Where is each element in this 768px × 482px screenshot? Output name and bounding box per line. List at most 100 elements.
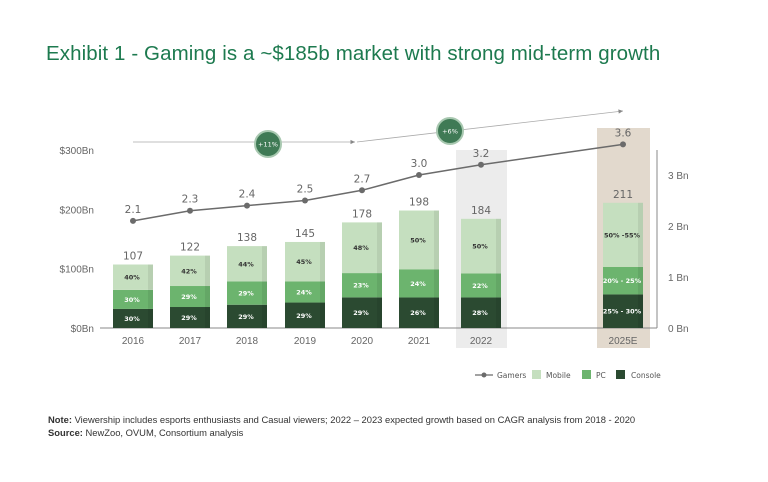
segment-label: 26% (410, 309, 426, 317)
left-axis-tick: $100Bn (60, 265, 94, 276)
bar-segment-pc (113, 289, 153, 309)
legend-gamers-marker-icon (481, 372, 487, 378)
gamers-point (244, 202, 250, 209)
bar-segment-mobile (342, 222, 382, 274)
note-label: Note: (48, 414, 72, 425)
bar-segment-pc (227, 281, 267, 305)
bar-segment-shade (638, 266, 643, 295)
growth-badge (436, 117, 464, 145)
segment-label: 29% (296, 312, 312, 320)
segment-label: 30% (124, 296, 140, 304)
segment-label: 29% (181, 314, 197, 322)
bar-segment-shade (205, 286, 210, 308)
segment-label: 45% (296, 258, 312, 266)
segment-label: 42% (181, 267, 197, 275)
bar-segment-shade (205, 307, 210, 328)
segment-label: 24% (296, 289, 312, 297)
bar-segment-shade (638, 294, 643, 328)
footnote: Note: Viewership includes esports enthus… (48, 413, 635, 439)
gamers-point (620, 141, 626, 148)
bar-segment-pc (342, 273, 382, 298)
arrowhead-icon (350, 139, 355, 145)
segment-label: 44% (238, 260, 254, 268)
bar-segment-shade (434, 210, 439, 270)
bar-total-label: 211 (613, 189, 633, 201)
left-axis-tick: $0Bn (71, 324, 94, 335)
source-text: NewZoo, OVUM, Consortium analysis (82, 427, 244, 438)
bar-segment-mobile (170, 255, 210, 287)
x-axis-tick: 2020 (351, 336, 374, 347)
bar-segment-shade (496, 218, 501, 274)
gamers-label: 2.3 (182, 194, 199, 206)
segment-label: 30% (124, 315, 140, 323)
bar-segment-mobile (603, 202, 643, 267)
gamers-label: 3.0 (411, 158, 428, 170)
gamers-label: 3.6 (615, 127, 632, 139)
growth-badge (254, 130, 282, 158)
source-line: Source: NewZoo, OVUM, Consortium analysi… (48, 426, 635, 439)
gamers-line (132, 143, 624, 222)
bar-segment-console (603, 294, 643, 328)
bar-segment-pc (170, 286, 210, 308)
bar-segment-shade (638, 202, 643, 267)
legend-label: Mobile (546, 371, 571, 380)
bar-segment-shade (262, 281, 267, 305)
bar-segment-shade (148, 308, 153, 328)
bar-segment-console (227, 304, 267, 328)
x-axis-tick: 2021 (408, 336, 431, 347)
growth-badge-label: +6% (442, 128, 458, 136)
segment-label: 29% (238, 290, 254, 298)
segment-label: 50% (410, 236, 426, 244)
bar-segment-mobile (113, 264, 153, 290)
bar-segment-console (170, 307, 210, 328)
bar-total-label: 138 (237, 232, 257, 244)
legend-label: Console (631, 371, 661, 380)
gamers-point (478, 161, 484, 168)
x-axis-tick: 2017 (179, 336, 202, 347)
page-title: Exhibit 1 - Gaming is a ~$185b market wi… (46, 42, 661, 65)
growth-badge-label: +11% (258, 141, 278, 149)
bar-total-label: 122 (180, 242, 200, 254)
bar-segment-shade (320, 281, 325, 303)
bar-segment-pc (399, 269, 439, 298)
segment-label: 50% -55% (604, 231, 641, 239)
bar-segment-shade (262, 304, 267, 328)
bar-segment-shade (377, 297, 382, 328)
bar-total-label: 107 (123, 251, 143, 263)
source-label: Source: (48, 427, 83, 438)
growth-arrow-line (356, 110, 624, 143)
x-axis-tick: 2018 (236, 336, 259, 347)
bar-segment-console (113, 308, 153, 328)
gamers-point (359, 187, 365, 194)
gamers-label: 2.5 (297, 184, 314, 196)
bar-segment-pc (461, 273, 501, 298)
left-axis-tick: $200Bn (60, 205, 94, 216)
gamers-point (130, 217, 136, 224)
bar-segment-pc (603, 266, 643, 295)
left-axis-tick: $300Bn (60, 146, 94, 157)
right-axis-tick: 2 Bn (668, 222, 689, 233)
bar-segment-mobile (399, 210, 439, 270)
segment-label: 28% (472, 309, 488, 317)
gamers-label: 2.1 (125, 204, 142, 216)
bar-segment-mobile (461, 218, 501, 274)
legend-swatch-pc (582, 370, 591, 379)
arrowhead-icon (618, 109, 623, 114)
bar-segment-shade (434, 269, 439, 298)
bar-segment-mobile (227, 246, 267, 282)
note-text: Viewership includes esports enthusiasts … (71, 414, 636, 425)
x-axis-tick: 2025E (609, 336, 638, 347)
segment-label: 29% (353, 309, 369, 317)
bar-segment-shade (262, 246, 267, 282)
bar-segment-console (399, 297, 439, 328)
segment-label: 23% (353, 282, 369, 290)
gamers-point (187, 207, 193, 214)
gamers-label: 3.2 (473, 148, 490, 160)
bar-segment-shade (205, 255, 210, 287)
gamers-point (416, 172, 422, 178)
x-axis-tick: 2022 (470, 336, 493, 347)
right-axis-tick: 1 Bn (668, 273, 689, 284)
legend-label: Gamers (497, 371, 526, 380)
bar-segment-console (285, 302, 325, 328)
